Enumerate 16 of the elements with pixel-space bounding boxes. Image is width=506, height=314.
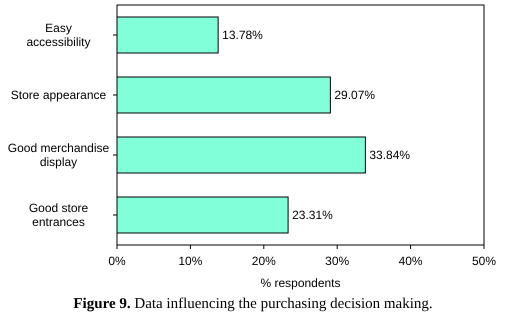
x-tick-label: 30% — [325, 254, 350, 268]
data-label: 13.78% — [222, 28, 264, 42]
y-tick-label: Good merchandise display — [8, 141, 110, 169]
data-label: 23.31% — [292, 208, 334, 222]
x-tick-label: 0% — [108, 254, 126, 268]
data-label: 33.84% — [369, 148, 410, 162]
data-label: 29.07% — [334, 88, 376, 102]
x-tick-label: 10% — [178, 254, 203, 268]
x-tick-label: 50% — [472, 254, 496, 268]
y-tick-label: Good store entrances — [28, 201, 89, 229]
y-tick-label: Easy accessibility — [26, 21, 91, 49]
y-tick-label: Store appearance — [10, 88, 107, 102]
x-tick-label: 20% — [252, 254, 276, 268]
x-axis-title: % respondents — [260, 276, 341, 290]
x-tick-label: 40% — [398, 254, 423, 268]
caption: Figure 9. Data influencing the purchasing decision making. — [73, 296, 433, 312]
